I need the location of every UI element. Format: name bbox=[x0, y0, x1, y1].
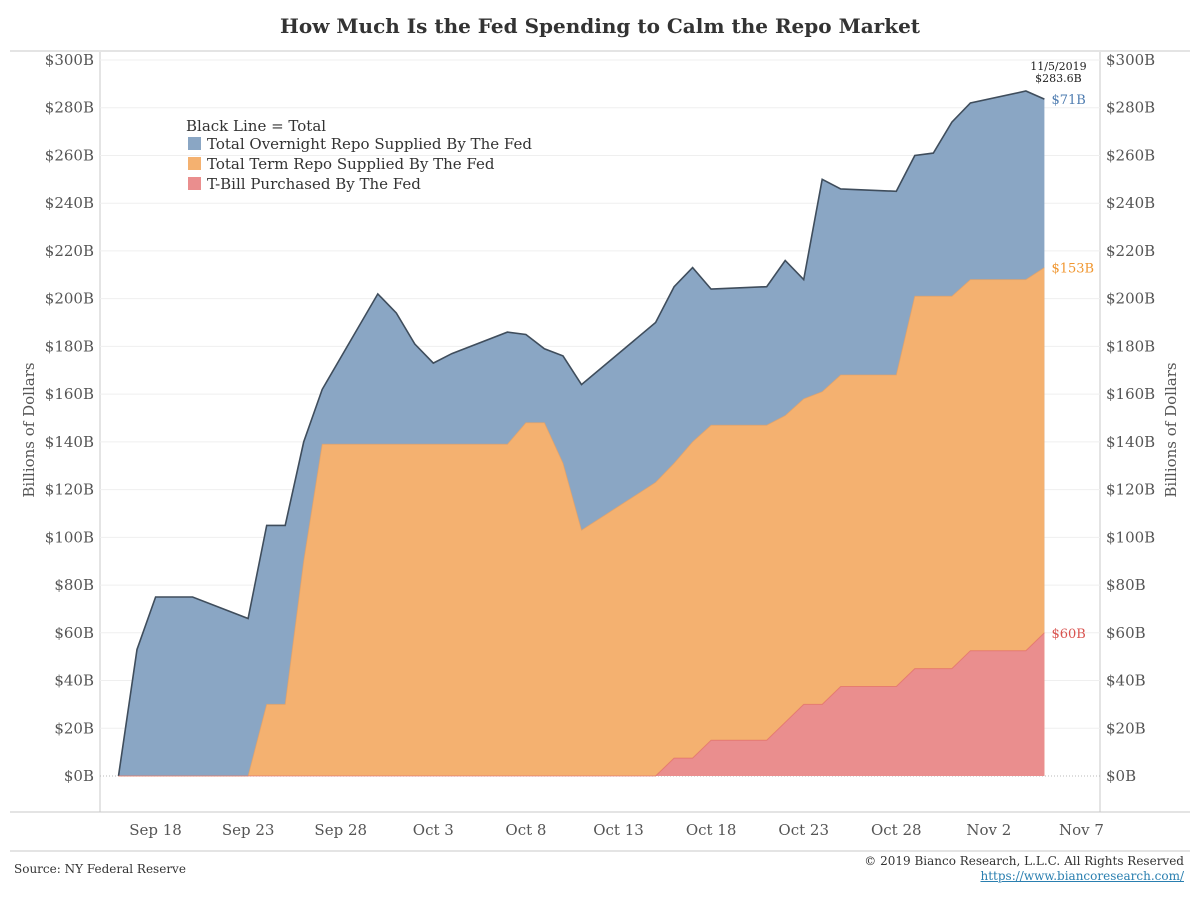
y-tick-label-left: $280B bbox=[45, 99, 94, 117]
x-tick-label: Oct 23 bbox=[778, 821, 829, 839]
source-note: Source: NY Federal Reserve bbox=[14, 862, 186, 876]
x-tick-label: Oct 18 bbox=[686, 821, 737, 839]
y-tick-label-right: $220B bbox=[1106, 242, 1155, 260]
end-label: $60B bbox=[1051, 627, 1085, 642]
x-tick-label: Oct 28 bbox=[871, 821, 922, 839]
y-tick-label-right: $20B bbox=[1106, 719, 1146, 737]
legend-label: Total Term Repo Supplied By The Fed bbox=[207, 155, 495, 173]
end-label: $153B bbox=[1051, 262, 1094, 277]
legend-swatch bbox=[188, 177, 201, 190]
y-tick-label-left: $300B bbox=[45, 51, 94, 69]
y-tick-label-left: $160B bbox=[45, 385, 94, 403]
callout-value: $283.6B bbox=[1035, 72, 1082, 85]
y-tick-label-right: $260B bbox=[1106, 146, 1155, 164]
y-tick-label-right: $280B bbox=[1106, 99, 1155, 117]
y-tick-label-right: $120B bbox=[1106, 481, 1155, 499]
chart-title: How Much Is the Fed Spending to Calm the… bbox=[279, 14, 921, 38]
y-tick-label-left: $240B bbox=[45, 194, 94, 212]
line-total-overnight-repo-supplied-by-the-fed bbox=[117, 90, 1045, 777]
y-axis-title-left: Billions of Dollars bbox=[20, 362, 38, 497]
y-tick-label-left: $200B bbox=[45, 290, 94, 308]
x-tick-label: Nov 7 bbox=[1059, 821, 1104, 839]
y-tick-label-left: $260B bbox=[45, 146, 94, 164]
legend-label: T-Bill Purchased By The Fed bbox=[207, 175, 421, 193]
line-t-bill-purchased-by-the-fed bbox=[118, 632, 1045, 777]
y-tick-label-left: $0B bbox=[64, 767, 94, 785]
y-tick-label-right: $200B bbox=[1106, 290, 1155, 308]
y-tick-label-left: $20B bbox=[54, 719, 94, 737]
y-tick-label-right: $180B bbox=[1106, 337, 1155, 355]
y-tick-label-left: $120B bbox=[45, 481, 94, 499]
x-tick-label: Sep 23 bbox=[222, 821, 275, 839]
y-tick-label-left: $220B bbox=[45, 242, 94, 260]
y-tick-label-right: $40B bbox=[1106, 672, 1146, 690]
legend-swatch bbox=[188, 157, 201, 170]
x-tick-label: Sep 28 bbox=[314, 821, 367, 839]
y-tick-label-right: $160B bbox=[1106, 385, 1155, 403]
x-tick-label: Oct 8 bbox=[505, 821, 546, 839]
y-tick-label-left: $100B bbox=[45, 528, 94, 546]
y-axis-title-right: Billions of Dollars bbox=[1162, 362, 1180, 497]
y-tick-label-left: $180B bbox=[45, 337, 94, 355]
y-tick-label-right: $240B bbox=[1106, 194, 1155, 212]
copyright-text: © 2019 Bianco Research, L.L.C. All Right… bbox=[864, 854, 1184, 868]
copyright-block: © 2019 Bianco Research, L.L.C. All Right… bbox=[864, 854, 1184, 884]
x-tick-label: Oct 3 bbox=[413, 821, 454, 839]
legend-swatch bbox=[188, 137, 201, 150]
y-tick-label-right: $100B bbox=[1106, 528, 1155, 546]
legend-heading: Black Line = Total bbox=[186, 117, 326, 135]
website-link[interactable]: https://www.biancoresearch.com/ bbox=[980, 869, 1184, 883]
y-tick-label-right: $0B bbox=[1106, 767, 1136, 785]
y-tick-label-left: $80B bbox=[54, 576, 94, 594]
x-tick-label: Sep 18 bbox=[129, 821, 182, 839]
line-total-term-repo-supplied-by-the-fed bbox=[118, 267, 1045, 777]
legend-label: Total Overnight Repo Supplied By The Fed bbox=[207, 135, 532, 153]
end-label: $71B bbox=[1051, 93, 1085, 108]
y-tick-label-right: $80B bbox=[1106, 576, 1146, 594]
area-total-term-repo-supplied-by-the-fed bbox=[118, 267, 1045, 776]
callout-date: 11/5/2019 bbox=[1030, 60, 1086, 73]
y-tick-label-left: $40B bbox=[54, 672, 94, 690]
y-tick-label-right: $300B bbox=[1106, 51, 1155, 69]
area-t-bill-purchased-by-the-fed bbox=[118, 632, 1045, 776]
y-tick-label-left: $140B bbox=[45, 433, 94, 451]
x-tick-label: Oct 13 bbox=[593, 821, 644, 839]
y-tick-label-right: $140B bbox=[1106, 433, 1155, 451]
y-tick-label-right: $60B bbox=[1106, 624, 1146, 642]
x-tick-label: Nov 2 bbox=[966, 821, 1011, 839]
y-tick-label-left: $60B bbox=[54, 624, 94, 642]
